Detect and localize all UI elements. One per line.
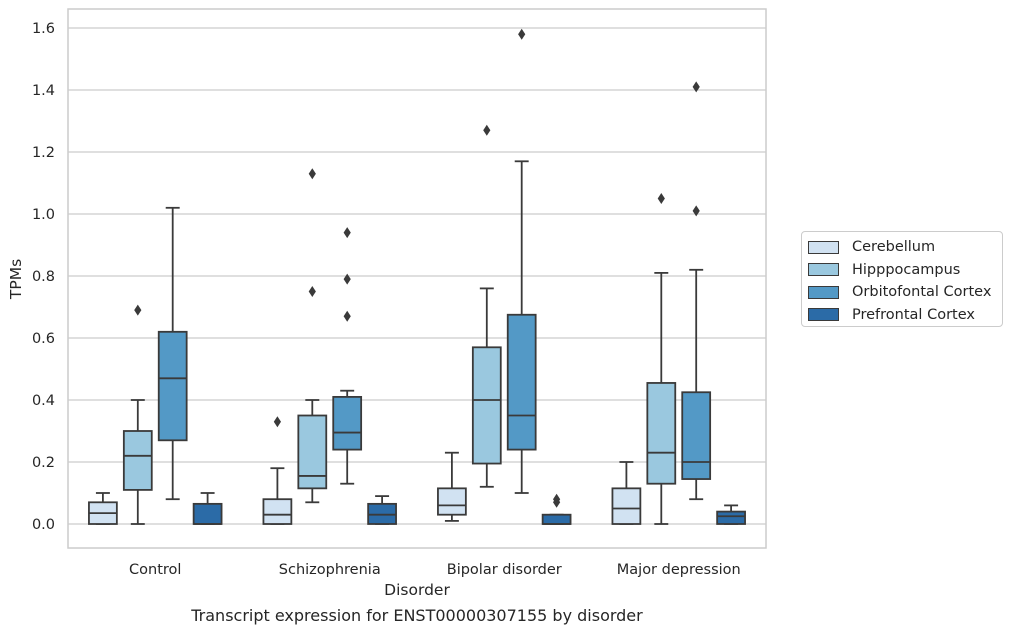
outlier-point [343, 273, 351, 285]
outlier-point [692, 81, 700, 93]
box-orbitofontal-cortex [681, 81, 712, 501]
box-hipppocampus [646, 193, 677, 525]
box-iqr [541, 513, 572, 525]
box-hipppocampus [471, 124, 502, 488]
legend-item: Orbitofontal Cortex [808, 281, 1002, 304]
y-tick-label: 0.2 [32, 455, 55, 471]
y-tick-label: 0.4 [32, 393, 55, 409]
legend-label: Orbitofontal Cortex [852, 284, 992, 301]
outlier-point [134, 304, 142, 316]
box-cerebellum [611, 461, 642, 525]
y-tick-label: 1.6 [32, 21, 55, 37]
x-axis-title: Disorder [384, 581, 450, 599]
outlier-point [308, 168, 316, 180]
figure-caption: Transcript expression for ENST0000030715… [191, 606, 643, 625]
box-groups [88, 28, 746, 525]
x-tick-label: Major depression [617, 562, 741, 578]
box-iqr [297, 414, 328, 490]
box-iqr [157, 330, 188, 442]
outlier-point [343, 227, 351, 239]
legend-label: Hipppocampus [852, 261, 961, 278]
outlier-point [343, 310, 351, 322]
legend-swatch [808, 240, 839, 254]
x-tick-labels: Control Schizophrenia Bipolar disorder Majo… [129, 562, 741, 578]
box-orbitofontal-cortex [332, 227, 363, 485]
box-iqr [332, 395, 363, 451]
legend-label: Cerebellum [852, 239, 936, 256]
legend-item: Hipppocampus [808, 259, 1002, 282]
y-tick-label: 0.6 [32, 331, 55, 347]
x-tick-label: Bipolar disorder [447, 562, 562, 578]
legend-item: Prefrontal Cortex [808, 304, 1002, 327]
box-iqr [681, 391, 712, 480]
box-iqr [611, 487, 642, 525]
box-iqr [471, 346, 502, 465]
legend-swatch [808, 308, 839, 322]
y-tick-label: 1.4 [32, 83, 55, 99]
box-iqr [192, 502, 223, 525]
box-hipppocampus [297, 168, 328, 504]
y-axis-title: TPMs [7, 259, 25, 300]
box-cerebellum [88, 492, 118, 525]
x-tick-label: Schizophrenia [279, 562, 381, 578]
plot-frame [67, 8, 767, 549]
box-iqr [437, 487, 467, 516]
box-orbitofontal-cortex [157, 206, 188, 501]
box-cerebellum [262, 416, 293, 525]
box-cerebellum [437, 451, 467, 522]
box-prefrontal-cortex [192, 492, 223, 525]
legend-label: Prefrontal Cortex [852, 306, 975, 323]
box-prefrontal-cortex [541, 493, 572, 525]
box-iqr [716, 510, 746, 525]
outlier-point [692, 205, 700, 217]
box-iqr [122, 430, 153, 491]
box-prefrontal-cortex [367, 495, 397, 525]
outlier-point [657, 193, 665, 204]
box-prefrontal-cortex [716, 504, 746, 525]
box-hipppocampus [122, 304, 153, 525]
y-tick-labels: 0.0 0.2 0.4 0.6 0.8 1.0 1.2 1.4 1.6 [32, 21, 55, 533]
outlier-point [518, 28, 526, 40]
box-iqr [262, 498, 293, 525]
box-iqr [506, 313, 537, 451]
outlier-point [273, 416, 281, 428]
y-tick-label: 0.8 [32, 269, 55, 285]
y-tick-label: 1.0 [32, 207, 55, 223]
legend-item: Cerebellum [808, 236, 1002, 259]
outlier-point [308, 286, 316, 297]
x-tick-label: Control [129, 562, 181, 578]
legend: Cerebellum Hipppocampus Orbitofontal Corte… [801, 231, 1003, 327]
box-orbitofontal-cortex [506, 28, 537, 494]
outlier-point [553, 493, 561, 505]
y-tick-label: 1.2 [32, 145, 55, 161]
legend-swatch [808, 263, 839, 277]
legend-swatch [808, 285, 839, 299]
box-iqr [646, 382, 677, 485]
y-tick-label: 0.0 [32, 517, 55, 533]
outlier-point [483, 124, 491, 136]
